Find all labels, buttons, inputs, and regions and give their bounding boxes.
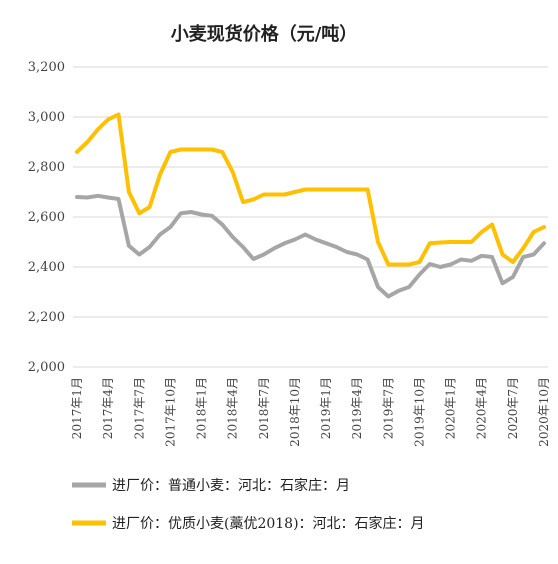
x-tick-label: 2017年7月 (132, 377, 146, 439)
series-line-0 (75, 193, 546, 299)
x-tick-label: 2017年4月 (101, 377, 115, 439)
y-tick-label: 2,600 (28, 210, 65, 225)
series-lines (75, 112, 546, 299)
x-tick-label: 2020年1月 (444, 377, 458, 439)
x-tick-label: 2017年1月 (70, 377, 84, 439)
y-tick-label: 2,200 (28, 310, 65, 325)
y-tick-label: 2,000 (28, 360, 65, 375)
x-tick-label: 2019年10月 (412, 377, 426, 447)
x-tick-label: 2017年10月 (163, 377, 177, 447)
x-tick-label: 2019年1月 (319, 377, 333, 439)
x-axis-ticks: 2017年1月 2017年4月 2017年7月 2017年10月 2018年1月 2018… (70, 377, 551, 447)
x-tick-label: 2020年10月 (537, 377, 551, 447)
chart-title: 小麦现货价格（元/吨） (171, 23, 358, 45)
y-tick-label: 2,800 (28, 160, 65, 175)
series-line-1 (75, 112, 546, 267)
x-tick-label: 2020年4月 (475, 377, 489, 439)
legend: 进厂价：普通小麦：河北：石家庄：月 进厂价：优质小麦(藁优2018)：河北：石家… (72, 477, 425, 532)
y-axis-ticks: 2,000 2,200 2,400 2,600 2,800 3,000 3,200 (28, 60, 65, 375)
legend-label-1: 进厂价：优质小麦(藁优2018)：河北：石家庄：月 (112, 515, 425, 532)
x-tick-label: 2018年4月 (226, 377, 240, 439)
x-tick-label: 2018年7月 (257, 377, 271, 439)
legend-label-0: 进厂价：普通小麦：河北：石家庄：月 (112, 477, 350, 494)
x-tick-label: 2018年10月 (288, 377, 302, 447)
x-tick-label: 2020年7月 (506, 377, 520, 439)
gridlines (73, 66, 548, 368)
y-tick-label: 2,400 (28, 260, 65, 275)
y-tick-label: 3,200 (28, 60, 65, 75)
y-tick-label: 3,000 (28, 110, 65, 125)
x-tick-label: 2019年4月 (350, 377, 364, 439)
x-tick-label: 2019年7月 (381, 377, 395, 439)
x-tick-label: 2018年1月 (195, 377, 209, 439)
